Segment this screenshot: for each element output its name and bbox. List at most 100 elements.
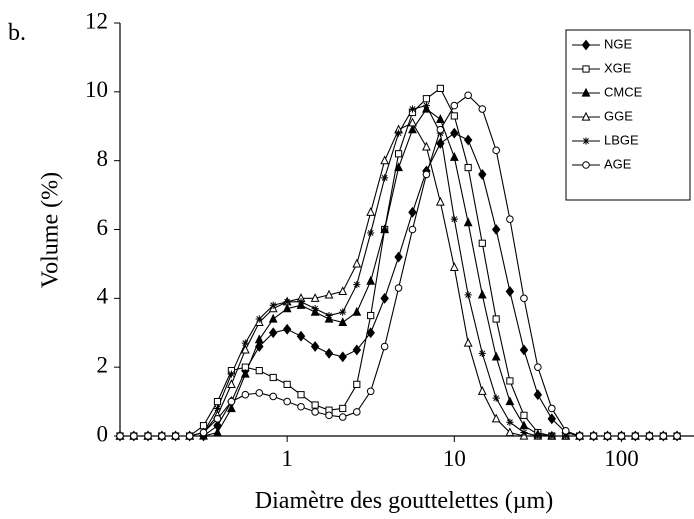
data-point (505, 286, 515, 297)
data-point (548, 404, 556, 413)
data-point (255, 341, 264, 352)
data-point (589, 432, 598, 440)
data-point (547, 413, 557, 425)
data-point (463, 337, 473, 347)
data-point (645, 432, 654, 440)
data-point (435, 114, 445, 123)
data-point (408, 124, 417, 134)
x-tick-label: 1 (281, 446, 293, 471)
data-point (519, 420, 529, 430)
data-point (478, 105, 487, 113)
data-point (311, 305, 319, 313)
data-point (380, 342, 389, 351)
data-point (380, 292, 389, 304)
data-point (338, 413, 347, 421)
y-tick-label: 0 (97, 421, 109, 446)
data-point (477, 289, 487, 299)
data-point (352, 344, 362, 356)
data-point (366, 207, 376, 216)
data-point (520, 428, 528, 437)
data-point (449, 152, 459, 161)
data-point (464, 91, 472, 100)
data-point (297, 402, 305, 411)
legend-marker (581, 87, 591, 97)
data-point (367, 311, 375, 320)
data-point (213, 397, 222, 406)
legend-marker (581, 39, 591, 51)
data-point (436, 125, 445, 134)
data-point (269, 301, 277, 309)
data-point (673, 432, 681, 440)
data-point (478, 349, 486, 357)
data-point (171, 432, 180, 440)
data-point (311, 408, 319, 416)
legend-label: AGE (604, 156, 632, 171)
y-axis-label: Volume (%) (38, 172, 64, 288)
data-point (297, 391, 305, 399)
data-point (325, 411, 333, 420)
data-point (366, 327, 375, 339)
data-point (116, 432, 124, 440)
data-point (367, 229, 375, 237)
data-point (450, 112, 458, 120)
x-tick-label: 10 (443, 446, 466, 471)
data-point (506, 215, 514, 223)
data-point (269, 373, 277, 382)
data-point (297, 298, 305, 306)
data-point (659, 432, 668, 440)
data-point (380, 224, 390, 234)
y-tick-label: 2 (97, 352, 109, 377)
legend-label: CMCE (604, 84, 643, 99)
data-point (450, 101, 459, 110)
data-point (534, 363, 542, 371)
data-point (422, 170, 431, 179)
data-point (478, 239, 486, 247)
data-point (130, 432, 138, 440)
data-point (491, 413, 501, 423)
data-point (241, 339, 249, 347)
data-point (394, 284, 403, 292)
data-point (603, 432, 612, 440)
data-point (268, 313, 278, 323)
data-point (381, 174, 389, 182)
data-point (492, 146, 500, 155)
data-point (394, 150, 403, 158)
legend-label: XGE (604, 60, 632, 75)
data-point (199, 428, 208, 437)
data-point (283, 380, 291, 388)
data-point (394, 129, 403, 137)
panel-label: b. (8, 20, 26, 46)
data-point (520, 411, 528, 419)
data-point (422, 141, 431, 151)
data-point (241, 390, 250, 399)
data-point (408, 225, 417, 234)
data-point (631, 432, 640, 440)
data-point (533, 389, 543, 401)
data-point (506, 418, 514, 426)
data-point (296, 330, 306, 342)
data-point (213, 427, 222, 437)
data-point (380, 155, 390, 165)
data-point (534, 432, 542, 440)
data-point (227, 379, 236, 388)
y-tick-label: 10 (85, 77, 108, 102)
legend-label: LBGE (604, 132, 639, 147)
data-point (520, 294, 528, 303)
data-point (408, 105, 417, 113)
data-point (575, 432, 584, 440)
y-tick-label: 8 (97, 146, 109, 171)
legend-marker (581, 111, 591, 121)
data-point (352, 258, 362, 268)
legend-marker (582, 137, 590, 145)
data-point (283, 298, 291, 306)
data-point (464, 163, 472, 172)
data-point (338, 351, 347, 363)
data-point (213, 414, 222, 423)
legend-marker (582, 161, 590, 169)
data-point (366, 387, 375, 396)
data-point (338, 317, 348, 327)
data-point (422, 102, 431, 110)
data-point (519, 344, 529, 356)
data-point (282, 323, 292, 335)
